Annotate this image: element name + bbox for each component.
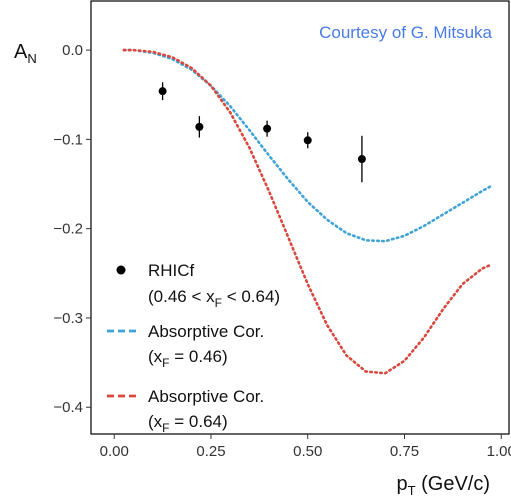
legend-item-cor-064: Absorptive Cor. (xF = 0.64) <box>107 387 264 435</box>
model-curve-line <box>122 48 493 243</box>
legend-sub-cor-064: (xF = 0.64) <box>148 412 228 435</box>
y-tick-label: −0.4 <box>53 399 83 416</box>
x-tick-label: 0.75 <box>390 443 419 460</box>
data-point <box>263 124 272 133</box>
x-tick-label: 1.00 <box>487 443 511 460</box>
x-tick-label: 0.25 <box>196 443 225 460</box>
legend-marker-rhicf <box>116 265 126 275</box>
y-tick-label: 0.0 <box>62 42 83 59</box>
credit-annotation: Courtesy of G. Mitsuka <box>319 23 492 42</box>
data-points <box>158 82 366 183</box>
x-tick-label: 0.00 <box>100 443 129 460</box>
axis-ticks: 0.00 0.25 0.50 0.75 1.00 0.0 −0.1 −0.2 −0.3 −0.4 <box>53 42 511 460</box>
legend-label-rhicf: RHICf <box>148 261 195 280</box>
legend-sub-rhicf: (0.46 < xF < 0.64) <box>148 287 280 310</box>
x-tick-label: 0.50 <box>293 443 322 460</box>
legend: RHICf (0.46 < xF < 0.64) Absorptive Cor.… <box>107 261 280 435</box>
legend-sub-cor-046: (xF = 0.46) <box>148 347 228 370</box>
legend-item-rhicf: RHICf (0.46 < xF < 0.64) <box>116 261 280 310</box>
data-point <box>357 155 366 164</box>
y-tick-label: −0.1 <box>53 131 83 148</box>
legend-label-cor-064: Absorptive Cor. <box>148 387 264 406</box>
y-tick-label: −0.2 <box>53 221 83 238</box>
legend-label-cor-046: Absorptive Cor. <box>148 322 264 341</box>
y-tick-label: −0.3 <box>53 310 83 327</box>
model-curve-line <box>122 48 493 375</box>
data-point <box>303 136 312 145</box>
x-axis-title: pT (GeV/c) <box>396 473 490 498</box>
data-point <box>158 87 167 96</box>
plot-frame <box>90 0 510 435</box>
data-point <box>195 122 204 131</box>
legend-item-cor-046: Absorptive Cor. (xF = 0.46) <box>107 322 264 370</box>
model-curves <box>122 48 493 375</box>
y-axis-title: AN <box>14 41 37 66</box>
